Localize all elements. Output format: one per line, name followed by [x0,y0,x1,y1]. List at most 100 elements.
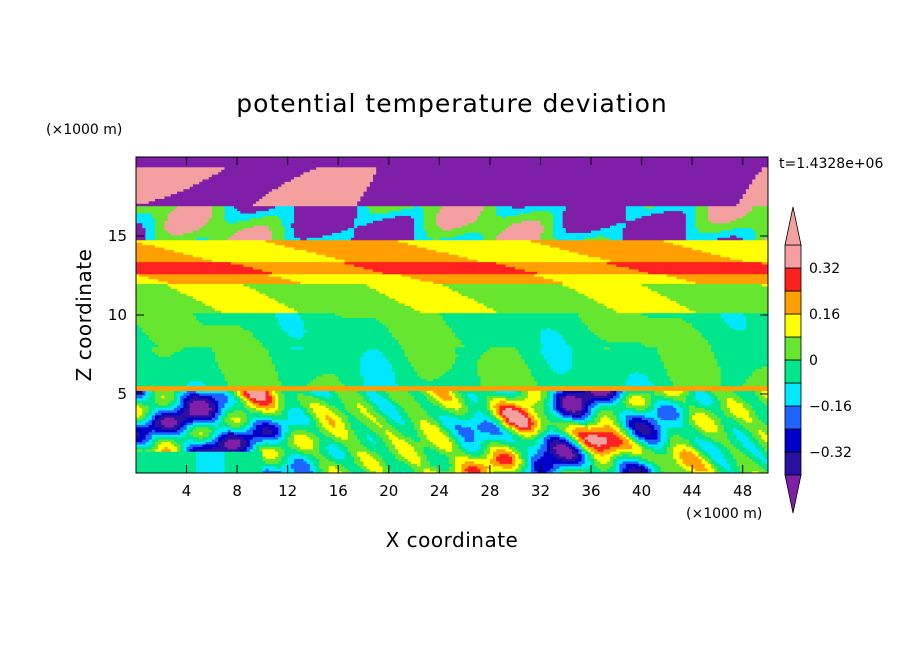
contour-cell [145,434,153,438]
contour-cell [764,395,768,399]
contour-cell [531,468,535,472]
x-unit-label: (×1000 m) [686,506,762,522]
contour-cell [385,417,393,421]
contour-cell [720,451,731,455]
contour-cell [483,208,497,212]
contour-cell [739,448,750,452]
contour-cell [395,455,406,460]
contour-cell [429,460,450,464]
contour-cell [268,191,365,195]
x-tick-label: 44 [683,482,702,500]
contour-cell [553,429,564,433]
contour-cell [139,414,147,418]
contour-cell [616,417,621,421]
contour-cell [692,465,706,469]
contour-cell [651,392,655,396]
contour-cell [148,336,257,340]
contour-cell [227,421,245,425]
contour-cell [562,402,583,406]
contour-cell [278,395,286,399]
contour-cell [682,400,687,404]
contour-cell [442,407,456,411]
contour-cell [546,470,554,473]
contour-cell [597,334,703,338]
contour-cell [730,441,744,445]
contour-cell [388,400,396,404]
contour-cell [414,307,494,311]
contour-cell [136,305,213,309]
contour-cell [309,404,327,408]
contour-cell [268,468,295,472]
contour-cell [733,390,756,394]
contour-cell [628,470,646,473]
contour-cell [218,424,232,428]
contour-cell [151,346,184,350]
contour-cell [651,426,655,430]
contour-cell [448,460,456,464]
contour-cell [521,407,529,411]
contour-cell [363,353,384,357]
contour-cell [275,297,396,302]
contour-cell [458,400,466,404]
contour-cell [622,227,687,231]
contour-cell [221,409,226,413]
contour-cell [136,385,768,389]
contour-cell [154,198,260,202]
contour-cell [572,441,576,445]
contour-cell [230,392,235,396]
contour-cell [344,453,352,457]
contour-cell [537,470,548,473]
contour-cell [414,237,434,241]
contour-cell [720,366,763,370]
colorbar-swatch [784,428,802,453]
contour-cell [429,446,440,450]
contour-cell [196,315,276,319]
contour-cell [316,455,327,460]
contour-cell [271,397,276,401]
contour-cell [275,366,361,370]
contour-cell [749,429,760,433]
contour-cell [758,470,768,473]
contour-cell [287,409,305,413]
contour-cell [363,351,384,355]
contour-cell [749,409,756,413]
contour-cell [474,392,523,396]
contour-cell [486,397,494,401]
contour-cell [647,378,671,382]
contour-cell [224,404,232,408]
contour-cell [350,451,358,455]
colorbar-tick-label: 0.32 [809,261,840,277]
contour-cell [584,438,589,442]
contour-cell [654,451,668,455]
contour-cell [673,448,684,452]
contour-cell [600,453,605,457]
contour-cell [275,312,298,316]
contour-cell [543,407,551,411]
contour-cell [173,208,213,212]
contour-cell [521,412,529,416]
contour-cell [581,436,586,440]
contour-cell [136,164,768,168]
contour-cell [745,453,756,457]
contour-cell [164,246,295,250]
contour-cell [452,397,459,401]
contour-cell [164,424,175,428]
contour-cell [606,305,687,309]
contour-cell [603,346,611,350]
contour-cell [287,414,308,418]
contour-cell [341,419,349,423]
contour-cell [619,470,624,473]
contour-cell [278,300,399,304]
contour-cell [363,443,387,447]
contour-cell [136,169,222,173]
contour-cell [701,451,709,455]
contour-cell [493,404,500,408]
contour-cell [445,370,478,374]
contour-cell [246,390,267,394]
contour-cell [455,395,463,399]
contour-cell [467,404,488,408]
contour-cell [575,441,579,445]
contour-cell [505,395,516,399]
contour-cell [385,412,399,416]
contour-cell [594,453,602,457]
